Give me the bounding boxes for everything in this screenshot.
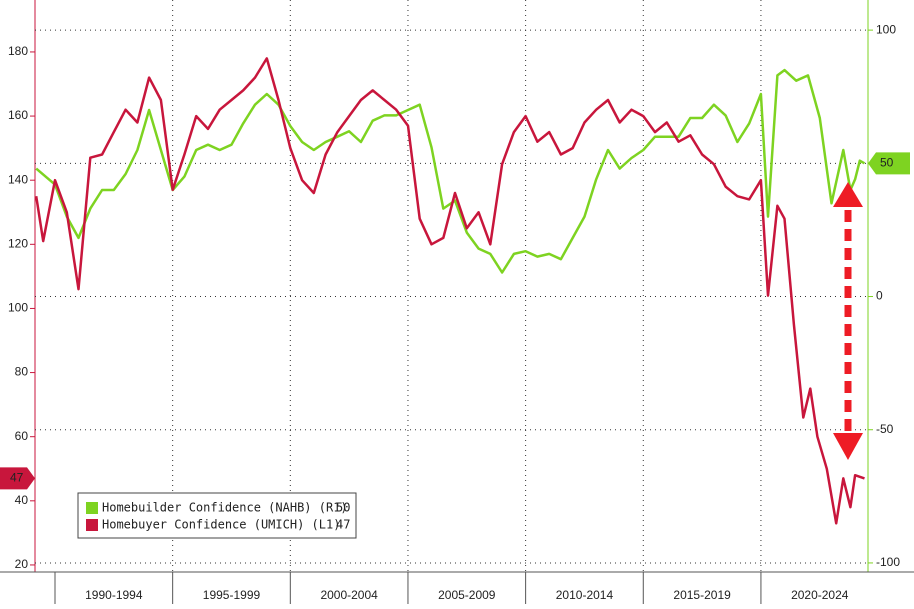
legend-box bbox=[77, 492, 357, 539]
value-tag-label: 50 bbox=[880, 155, 894, 169]
x-tick-label: 1995-1999 bbox=[203, 588, 261, 602]
y-tick-label: 120 bbox=[8, 236, 28, 250]
legend-value: 50 bbox=[336, 501, 350, 515]
annotation-arrow bbox=[833, 182, 863, 460]
x-tick-label: 1990-1994 bbox=[85, 588, 143, 602]
y2-tick-label: -100 bbox=[876, 555, 900, 569]
x-tick-label: 2005-2009 bbox=[438, 588, 496, 602]
legend: Homebuilder Confidence (NAHB) (R1)50 Home… bbox=[77, 492, 357, 539]
series-line bbox=[35, 68, 866, 274]
y-tick-label: 160 bbox=[8, 108, 28, 122]
y-tick-label: 180 bbox=[8, 44, 28, 58]
y-tick-label: 20 bbox=[15, 557, 29, 571]
y-tick-label: 140 bbox=[8, 172, 28, 186]
y-tick-label: 80 bbox=[15, 365, 29, 379]
value-tag bbox=[0, 467, 35, 490]
y2-tick-label: -50 bbox=[876, 422, 894, 436]
y2-tick-label: 0 bbox=[876, 289, 883, 303]
series-line bbox=[34, 57, 865, 525]
legend-swatch bbox=[86, 519, 98, 531]
x-tick-label: 2000-2004 bbox=[320, 588, 378, 602]
arrow-head bbox=[833, 182, 863, 207]
value-tag bbox=[868, 152, 910, 175]
legend-value: 47 bbox=[336, 518, 350, 532]
legend-swatch bbox=[86, 502, 98, 514]
x-tick-label: 2020-2024 bbox=[791, 588, 849, 602]
arrow-head bbox=[833, 433, 863, 460]
y-tick-label: 40 bbox=[15, 493, 29, 507]
legend-label: Homebuilder Confidence (NAHB) (R1) bbox=[102, 501, 348, 515]
y-tick-label: 100 bbox=[8, 301, 28, 315]
y2-tick-label: 100 bbox=[876, 22, 896, 36]
legend-label: Homebuyer Confidence (UMICH) (L1) bbox=[102, 518, 340, 532]
x-tick-label: 2015-2019 bbox=[673, 588, 731, 602]
value-tag-label: 47 bbox=[10, 471, 24, 485]
y-tick-label: 60 bbox=[15, 429, 29, 443]
x-tick-label: 2010-2014 bbox=[556, 588, 614, 602]
